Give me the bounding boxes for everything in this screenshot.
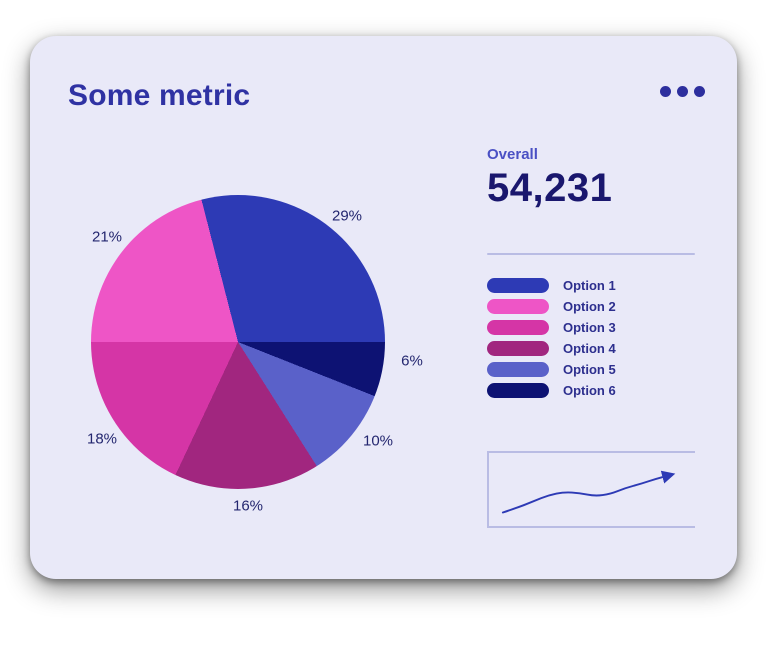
- legend-item-option-4[interactable]: Option 4: [487, 338, 695, 359]
- menu-dot: [660, 86, 671, 97]
- metric-card: Some metric 29% 21% 18% 16% 10% 6% Overa…: [30, 36, 737, 579]
- legend-swatch: [487, 320, 549, 335]
- legend-label: Option 6: [563, 383, 616, 398]
- sparkline-chart: [487, 451, 695, 528]
- legend-label: Option 2: [563, 299, 616, 314]
- legend: Option 1 Option 2 Option 3 Option 4 Opti…: [487, 275, 695, 401]
- legend-label: Option 1: [563, 278, 616, 293]
- card-title: Some metric: [68, 79, 251, 112]
- pie-chart[interactable]: [91, 195, 385, 489]
- pie-percent-label-option-4: 16%: [232, 497, 264, 515]
- ellipsis-menu-icon[interactable]: [660, 86, 705, 97]
- pie-percent-label-option-3: 18%: [86, 430, 118, 448]
- legend-item-option-1[interactable]: Option 1: [487, 275, 695, 296]
- pie-percent-label-option-1: 29%: [331, 207, 363, 225]
- legend-item-option-2[interactable]: Option 2: [487, 296, 695, 317]
- divider: [487, 253, 695, 255]
- legend-item-option-3[interactable]: Option 3: [487, 317, 695, 338]
- menu-dot: [694, 86, 705, 97]
- legend-label: Option 5: [563, 362, 616, 377]
- legend-label: Option 3: [563, 320, 616, 335]
- overall-label: Overall: [487, 146, 538, 163]
- legend-item-option-6[interactable]: Option 6: [487, 380, 695, 401]
- pie-percent-label-option-6: 6%: [401, 352, 423, 370]
- pie-percent-label-option-5: 10%: [362, 432, 394, 450]
- legend-item-option-5[interactable]: Option 5: [487, 359, 695, 380]
- card-header: Some metric: [68, 80, 705, 112]
- sparkline-svg: [501, 470, 676, 514]
- summary-panel: Overall 54,231 Option 1 Option 2 Option …: [487, 36, 695, 579]
- legend-swatch: [487, 362, 549, 377]
- legend-swatch: [487, 278, 549, 293]
- pie-chart-area: 29% 21% 18% 16% 10% 6%: [30, 36, 470, 579]
- overall-value: 54,231: [487, 166, 613, 210]
- pie-percent-label-option-2: 21%: [91, 228, 123, 246]
- sparkline-path: [501, 470, 676, 514]
- legend-swatch: [487, 299, 549, 314]
- legend-swatch: [487, 341, 549, 356]
- legend-swatch: [487, 383, 549, 398]
- menu-dot: [677, 86, 688, 97]
- legend-label: Option 4: [563, 341, 616, 356]
